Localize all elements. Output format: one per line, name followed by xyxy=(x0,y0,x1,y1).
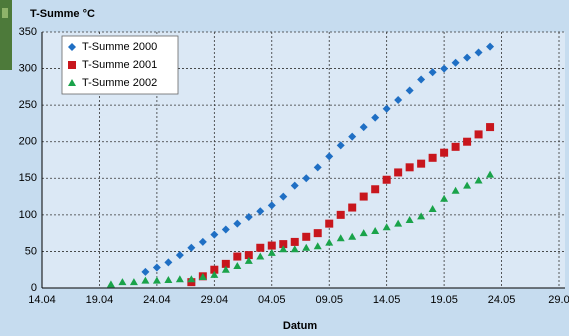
chart: T-Summe °C Datum 0 50 100 150 200 250 300 350 14… xyxy=(0,0,569,336)
data-point xyxy=(291,238,299,246)
x-tick-label: 24.05 xyxy=(488,294,516,306)
y-tick-label: 350 xyxy=(19,26,37,38)
x-tick-label: 14.04 xyxy=(28,294,56,306)
x-tick-label: 14.05 xyxy=(373,294,401,306)
y-tick-label: 300 xyxy=(19,62,37,74)
data-point xyxy=(256,244,264,252)
data-point xyxy=(486,123,494,131)
y-tick-label: 0 xyxy=(31,282,37,294)
chart-title: T-Summe °C xyxy=(30,8,95,20)
data-point xyxy=(371,185,379,193)
x-tick-label: 19.04 xyxy=(86,294,114,306)
y-tick-label: 150 xyxy=(19,172,37,184)
y-tick-label: 100 xyxy=(19,209,37,221)
data-point xyxy=(314,229,322,237)
data-point xyxy=(302,233,310,241)
data-point xyxy=(440,149,448,157)
x-tick-label: 09.05 xyxy=(315,294,343,306)
x-tick-label: 24.04 xyxy=(143,294,171,306)
legend-label: T-Summe 2002 xyxy=(82,77,157,89)
data-point xyxy=(475,130,483,138)
data-point xyxy=(417,160,425,168)
data-point xyxy=(360,193,368,201)
y-tick-label: 200 xyxy=(19,136,37,148)
legend-marker xyxy=(68,61,76,69)
x-tick-label: 04.05 xyxy=(258,294,286,306)
data-point xyxy=(268,242,276,250)
data-point xyxy=(348,204,356,212)
legend-label: T-Summe 2000 xyxy=(82,41,157,53)
data-point xyxy=(394,168,402,176)
data-point xyxy=(383,176,391,184)
data-point xyxy=(406,163,414,171)
data-point xyxy=(429,154,437,162)
data-point xyxy=(452,143,460,151)
data-point xyxy=(463,138,471,146)
data-point xyxy=(325,220,333,228)
data-point xyxy=(337,211,345,219)
y-tick-label: 250 xyxy=(19,99,37,111)
legend-label: T-Summe 2001 xyxy=(82,59,157,71)
x-axis-title: Datum xyxy=(283,320,317,332)
photo-detail xyxy=(2,8,8,18)
y-tick-label: 50 xyxy=(25,245,37,257)
x-tick-label: 29.0 xyxy=(548,294,569,306)
x-tick-label: 19.05 xyxy=(430,294,458,306)
x-tick-label: 29.04 xyxy=(201,294,229,306)
data-point xyxy=(233,253,241,261)
